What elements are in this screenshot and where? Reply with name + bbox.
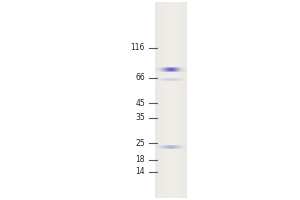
Text: 18: 18	[136, 156, 145, 164]
Text: 66: 66	[135, 73, 145, 82]
Text: 25: 25	[135, 138, 145, 148]
Text: 116: 116	[130, 44, 145, 52]
Text: 45: 45	[135, 98, 145, 108]
Text: 35: 35	[135, 114, 145, 122]
Text: 14: 14	[135, 168, 145, 176]
